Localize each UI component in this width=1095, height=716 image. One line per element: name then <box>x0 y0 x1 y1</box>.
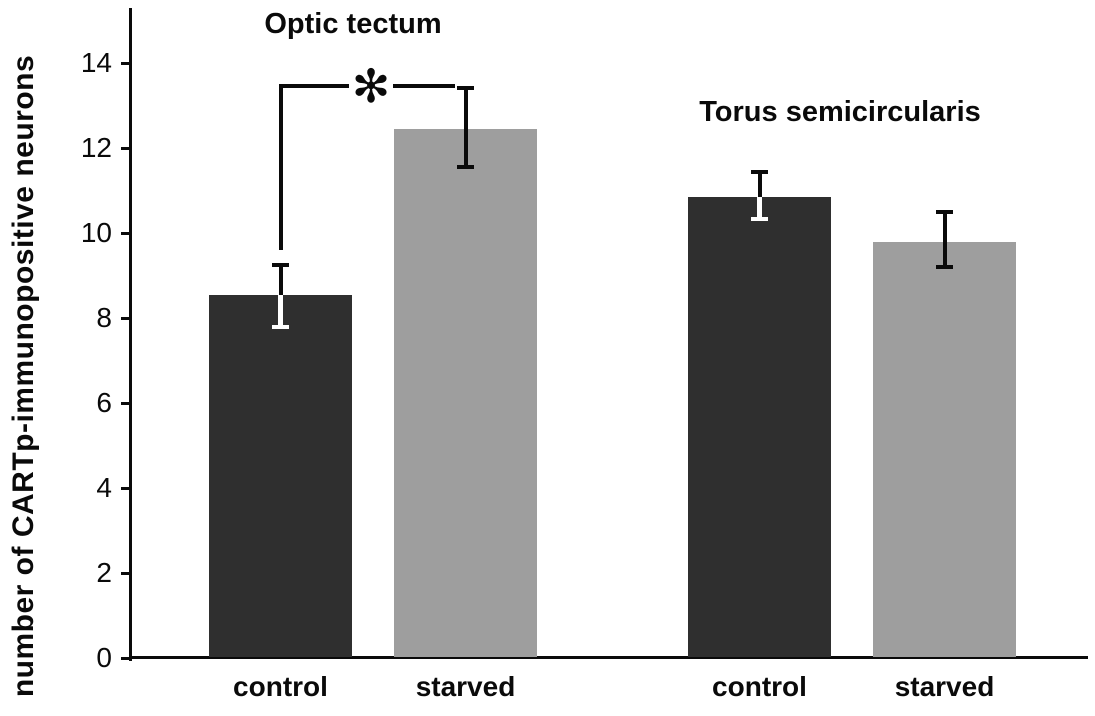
y-tick <box>121 572 132 575</box>
y-tick-label: 4 <box>96 472 112 503</box>
y-tick-label: 0 <box>96 642 112 673</box>
significance-asterisk: ✻ <box>351 59 391 113</box>
bar-starved <box>873 241 1016 657</box>
group-title-optic-tectum: Optic tectum <box>264 8 442 40</box>
y-tick-label: 10 <box>80 217 112 248</box>
error-bar-line <box>463 86 468 170</box>
y-tick-label: 6 <box>96 387 112 418</box>
error-bar-line-inside <box>278 294 283 329</box>
x-category-label: control <box>712 671 807 702</box>
error-bar-line-inside <box>757 196 762 222</box>
y-tick <box>121 147 132 150</box>
y-tick <box>121 657 132 660</box>
error-bar-cap-bottom <box>457 165 474 170</box>
bar-starved <box>394 128 537 657</box>
x-axis-line <box>129 656 1088 659</box>
y-tick-label: 12 <box>80 132 112 163</box>
y-tick <box>121 402 132 405</box>
y-tick <box>121 317 132 320</box>
significance-bracket-vertical <box>279 84 283 250</box>
y-tick-label: 14 <box>80 47 112 78</box>
y-tick-label: 8 <box>96 302 112 333</box>
error-bar-line-upper <box>278 262 283 295</box>
y-axis-line <box>129 8 132 661</box>
error-bar-line-upper <box>757 170 762 197</box>
error-bar-cap-bottom <box>751 217 768 222</box>
x-category-label: control <box>233 671 328 702</box>
error-bar-cap-bottom <box>936 264 953 269</box>
bar-control <box>209 294 352 657</box>
error-bar-line <box>942 210 947 269</box>
y-tick <box>121 487 132 490</box>
y-tick <box>121 62 132 65</box>
x-category-label: starved <box>894 671 995 702</box>
y-tick-label: 2 <box>96 557 112 588</box>
significance-bracket-horizontal-left <box>279 84 349 88</box>
bar-control <box>688 196 831 657</box>
group-title-torus-semicircularis: Torus semicircularis <box>699 96 981 128</box>
error-bar-cap-bottom <box>272 324 289 329</box>
y-tick <box>121 232 132 235</box>
significance-bracket-horizontal-right <box>393 84 455 88</box>
x-category-label: starved <box>415 671 516 702</box>
